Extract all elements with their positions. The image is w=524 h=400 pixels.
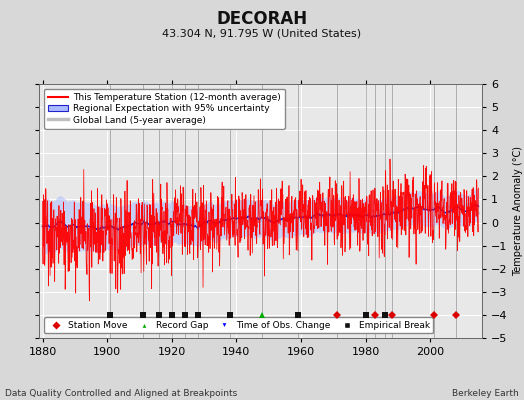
Text: DECORAH: DECORAH bbox=[216, 10, 308, 28]
Text: Berkeley Earth: Berkeley Earth bbox=[452, 389, 519, 398]
Legend: Station Move, Record Gap, Time of Obs. Change, Empirical Break: Station Move, Record Gap, Time of Obs. C… bbox=[44, 317, 433, 334]
Text: 43.304 N, 91.795 W (United States): 43.304 N, 91.795 W (United States) bbox=[162, 29, 362, 39]
Y-axis label: Temperature Anomaly (°C): Temperature Anomaly (°C) bbox=[513, 146, 523, 276]
Text: Data Quality Controlled and Aligned at Breakpoints: Data Quality Controlled and Aligned at B… bbox=[5, 389, 237, 398]
